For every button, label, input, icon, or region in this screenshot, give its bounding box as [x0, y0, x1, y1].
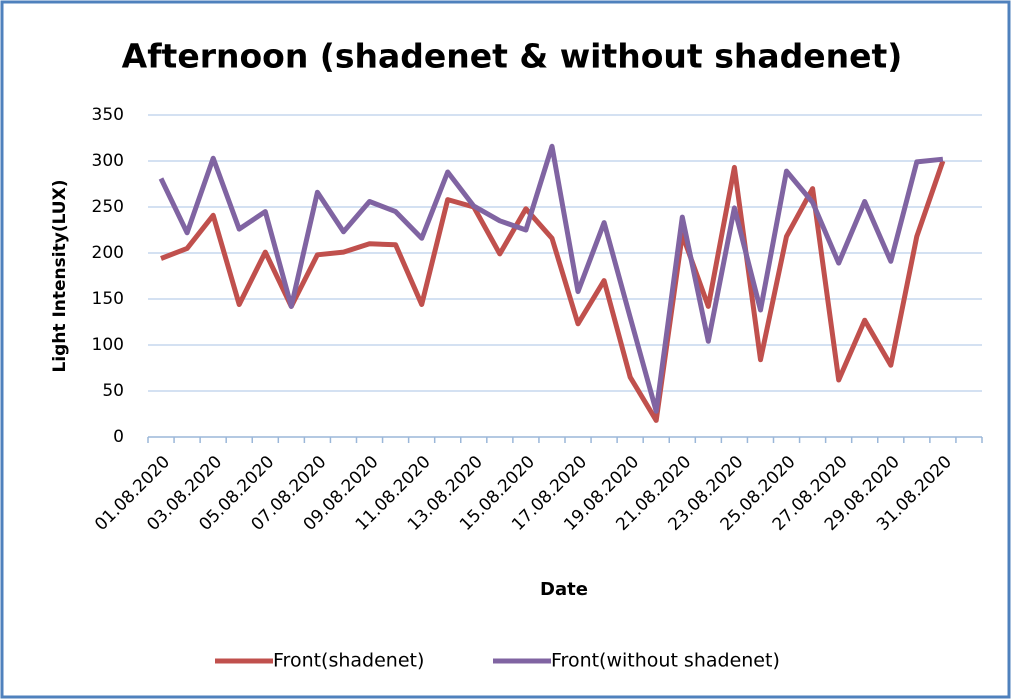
legend-label: Front(without shadenet): [551, 650, 780, 672]
y-tick-label: 250: [92, 197, 124, 217]
y-tick-label: 200: [92, 243, 124, 263]
y-tick-label: 100: [92, 335, 124, 355]
legend-label: Front(shadenet): [273, 650, 424, 672]
chart-title: Afternoon (shadenet & without shadenet): [122, 37, 903, 76]
y-tick-label: 350: [92, 105, 124, 125]
y-tick-label: 150: [92, 289, 124, 309]
y-tick-label: 300: [92, 151, 124, 171]
y-tick-label: 0: [113, 427, 124, 447]
x-axis-title: Date: [540, 579, 588, 600]
y-tick-label: 50: [102, 381, 124, 401]
series-line: [158, 143, 944, 414]
y-axis-title: Light Intensity(LUX): [50, 180, 70, 373]
